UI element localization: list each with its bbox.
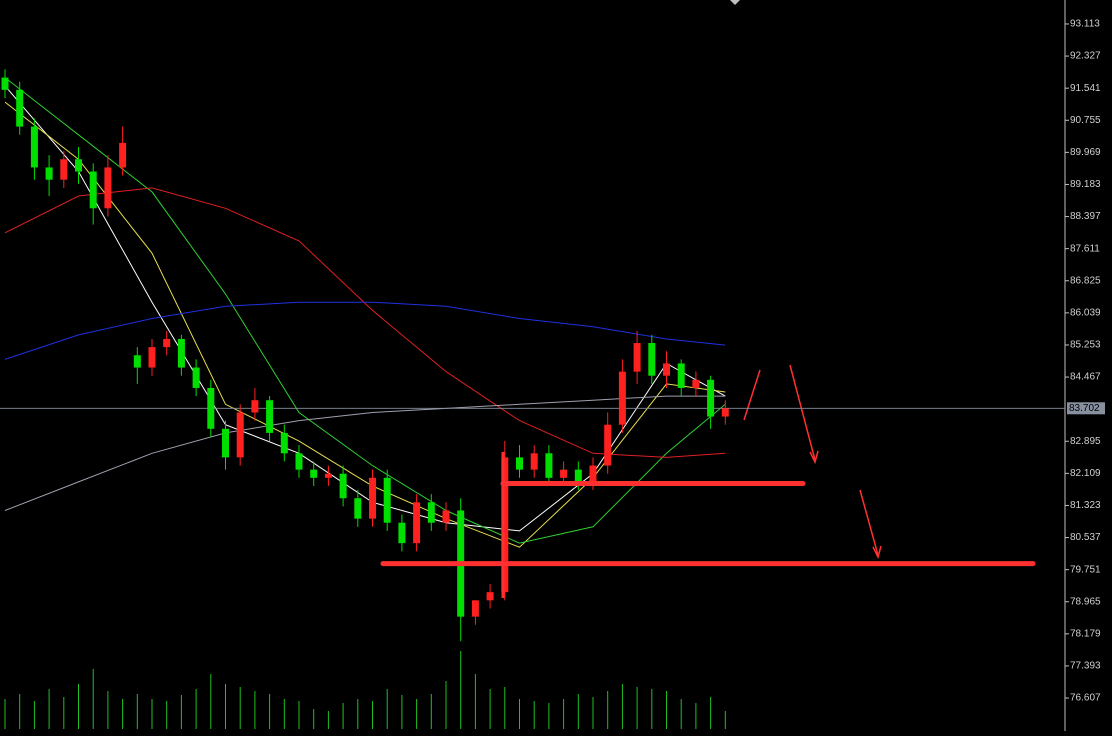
y-tick-label: 81.323 xyxy=(1070,500,1101,511)
candle-body xyxy=(516,457,523,470)
candle-body xyxy=(677,363,685,388)
ma-line xyxy=(4,301,726,360)
ma-line xyxy=(4,187,726,458)
candle-body xyxy=(427,502,435,523)
arrowhead xyxy=(872,545,882,560)
candle-body xyxy=(663,363,670,376)
arrowhead xyxy=(809,450,819,465)
arrow xyxy=(859,489,879,556)
candle-body xyxy=(251,400,259,413)
candle-body xyxy=(707,379,715,417)
y-tick-label: 79.751 xyxy=(1070,564,1101,575)
y-tick-label: 86.825 xyxy=(1070,275,1101,286)
candle-body xyxy=(295,453,303,470)
candle-body xyxy=(648,343,656,376)
candle-body xyxy=(119,142,127,168)
candle-body xyxy=(560,469,568,478)
y-tick-label: 82.895 xyxy=(1070,436,1101,447)
y-tick-label: 85.253 xyxy=(1070,340,1101,351)
candle-body xyxy=(530,453,538,470)
candle-body xyxy=(413,502,421,544)
candle-body xyxy=(574,469,582,482)
candle-body xyxy=(280,432,288,454)
candle-body xyxy=(148,347,156,368)
last-price-label: 83.702 xyxy=(1069,403,1100,414)
candle-body xyxy=(721,408,729,417)
candle-body xyxy=(618,371,626,425)
y-tick-label: 87.611 xyxy=(1070,243,1100,254)
y-tick-label: 78.179 xyxy=(1070,628,1101,639)
candle-body xyxy=(398,522,406,544)
candle-body xyxy=(207,387,215,429)
candle-body xyxy=(442,510,450,523)
candle-body xyxy=(339,473,347,499)
y-tick-label: 77.393 xyxy=(1070,661,1101,672)
candle-body xyxy=(75,159,82,172)
candle-body xyxy=(89,171,97,209)
candle-body xyxy=(501,457,509,593)
shift-marker xyxy=(730,0,740,5)
y-tick-label: 80.537 xyxy=(1070,532,1101,543)
arrow xyxy=(789,364,816,461)
candle-body xyxy=(163,338,171,348)
candle-body xyxy=(192,367,200,388)
candle-body xyxy=(1,77,9,90)
candle-body xyxy=(222,428,229,458)
candle-body xyxy=(545,453,553,478)
y-tick-label: 78.965 xyxy=(1070,596,1101,607)
candle-body xyxy=(324,473,332,478)
ma-line xyxy=(4,77,726,544)
candle-body xyxy=(236,412,244,458)
candle-body xyxy=(60,159,68,180)
candle-body xyxy=(177,338,185,368)
y-tick-label: 92.327 xyxy=(1070,51,1101,62)
candle-body xyxy=(45,167,53,180)
arrow xyxy=(743,369,761,421)
candle-body xyxy=(133,355,141,368)
candle-body xyxy=(369,477,376,519)
last-price-box xyxy=(1067,402,1105,415)
candle-body xyxy=(383,477,391,523)
candle-body xyxy=(30,126,38,168)
y-tick-label: 76.607 xyxy=(1070,693,1101,704)
y-tick-label: 93.113 xyxy=(1070,19,1100,30)
candle-body xyxy=(16,89,24,127)
ma-line xyxy=(4,395,726,511)
y-tick-label: 86.039 xyxy=(1070,308,1101,319)
candle-body xyxy=(633,343,641,372)
y-tick-label: 89.183 xyxy=(1070,179,1101,190)
candle-body xyxy=(692,379,700,388)
candle-body xyxy=(310,469,318,478)
y-tick-label: 84.467 xyxy=(1070,372,1101,383)
candle-body xyxy=(604,424,612,466)
y-tick-label: 89.969 xyxy=(1070,147,1101,158)
candle-body xyxy=(266,400,274,433)
y-tick-label: 90.755 xyxy=(1070,115,1101,126)
candle-body xyxy=(486,592,494,601)
y-tick-label: 88.397 xyxy=(1070,211,1101,222)
candle-body xyxy=(589,465,597,482)
y-tick-label: 91.541 xyxy=(1070,83,1101,94)
candle-body xyxy=(104,167,112,209)
candle-body xyxy=(471,600,479,617)
y-tick-label: 82.109 xyxy=(1070,468,1101,479)
candle-body xyxy=(354,498,362,519)
annotations xyxy=(743,364,882,560)
